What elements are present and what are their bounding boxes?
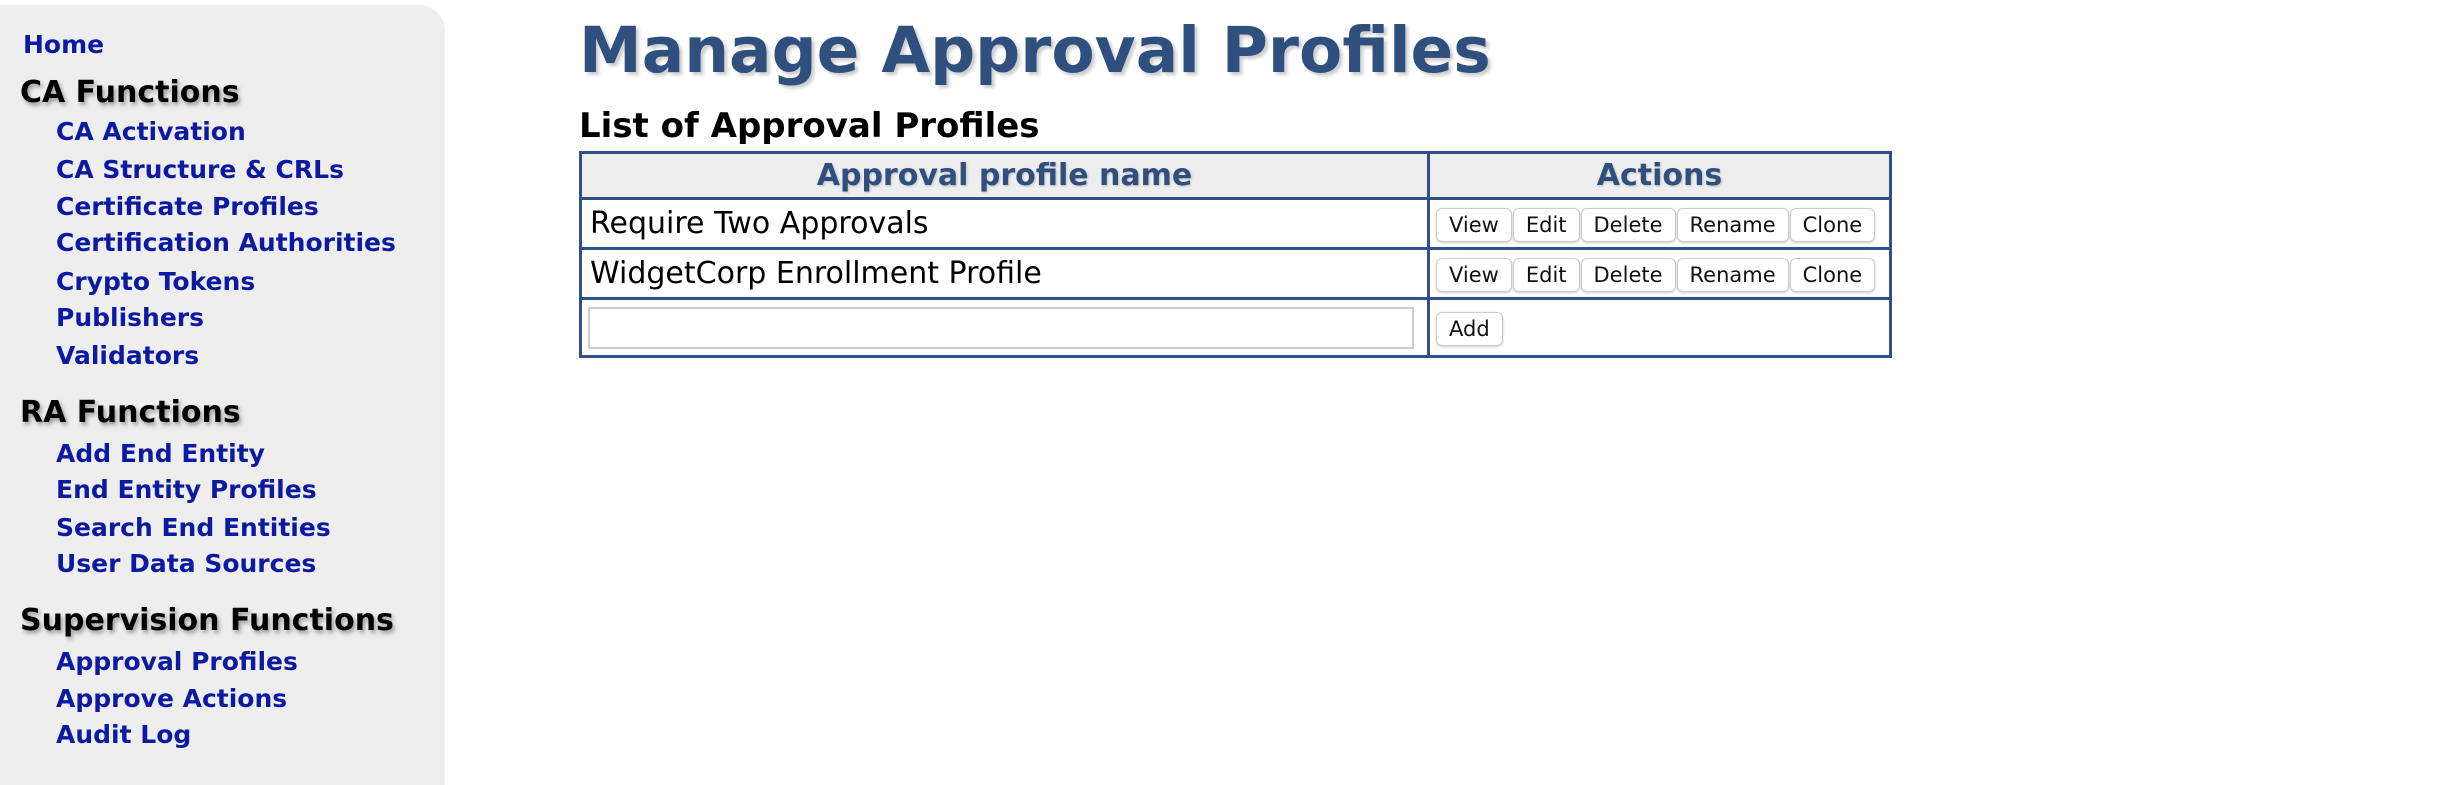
edit-button[interactable]: Edit	[1512, 208, 1580, 242]
section-supervision-functions: Supervision Functions	[20, 603, 394, 638]
nav-add-end-entity[interactable]: Add End Entity	[56, 439, 265, 468]
nav-approval-profiles[interactable]: Approval Profiles	[56, 647, 298, 676]
table-row: Require Two Approvals View Edit Delete Rena…	[579, 197, 1892, 250]
clone-button[interactable]: Clone	[1789, 208, 1876, 242]
new-profile-name-input[interactable]	[588, 306, 1414, 349]
clone-button[interactable]: Clone	[1789, 258, 1876, 292]
nav-home[interactable]: Home	[23, 30, 105, 59]
nav-ca-structure-crls[interactable]: CA Structure & CRLs	[56, 155, 344, 184]
nav-validators[interactable]: Validators	[56, 341, 200, 370]
nav-publishers[interactable]: Publishers	[56, 303, 204, 332]
column-header-name: Approval profile name	[579, 151, 1430, 200]
section-ra-functions: RA Functions	[20, 395, 241, 430]
nav-approve-actions[interactable]: Approve Actions	[56, 684, 288, 713]
sidebar: Home CA Functions CA Activation CA Struc…	[0, 5, 445, 785]
row-actions: View Edit Delete Rename Clone	[1427, 247, 1892, 300]
nav-audit-log[interactable]: Audit Log	[56, 720, 192, 749]
edit-button[interactable]: Edit	[1512, 258, 1580, 292]
nav-crypto-tokens[interactable]: Crypto Tokens	[56, 267, 256, 296]
nav-end-entity-profiles[interactable]: End Entity Profiles	[56, 475, 317, 504]
delete-button[interactable]: Delete	[1580, 258, 1676, 292]
column-header-actions: Actions	[1427, 151, 1892, 200]
nav-search-end-entities[interactable]: Search End Entities	[56, 513, 331, 542]
profile-name: Require Two Approvals	[579, 197, 1430, 250]
table-row: WidgetCorp Enrollment Profile View Edit De…	[579, 247, 1892, 300]
profile-name: WidgetCorp Enrollment Profile	[579, 247, 1430, 300]
view-button[interactable]: View	[1436, 258, 1512, 292]
delete-button[interactable]: Delete	[1580, 208, 1676, 242]
rename-button[interactable]: Rename	[1676, 208, 1789, 242]
add-row: Add	[579, 297, 1892, 358]
page-title: Manage Approval Profiles	[579, 14, 1491, 87]
approval-profiles-table: Approval profile name Actions Require Tw…	[579, 151, 1892, 358]
nav-ca-activation[interactable]: CA Activation	[56, 117, 246, 146]
row-actions: View Edit Delete Rename Clone	[1427, 197, 1892, 250]
add-button[interactable]: Add	[1436, 312, 1503, 346]
section-title: List of Approval Profiles	[579, 106, 1040, 146]
nav-certification-authorities[interactable]: Certification Authorities	[56, 228, 396, 257]
table-header: Approval profile name Actions	[579, 151, 1892, 200]
section-ca-functions: CA Functions	[20, 75, 240, 110]
view-button[interactable]: View	[1436, 208, 1512, 242]
nav-user-data-sources[interactable]: User Data Sources	[56, 549, 317, 578]
nav-certificate-profiles[interactable]: Certificate Profiles	[56, 192, 319, 221]
rename-button[interactable]: Rename	[1676, 258, 1789, 292]
